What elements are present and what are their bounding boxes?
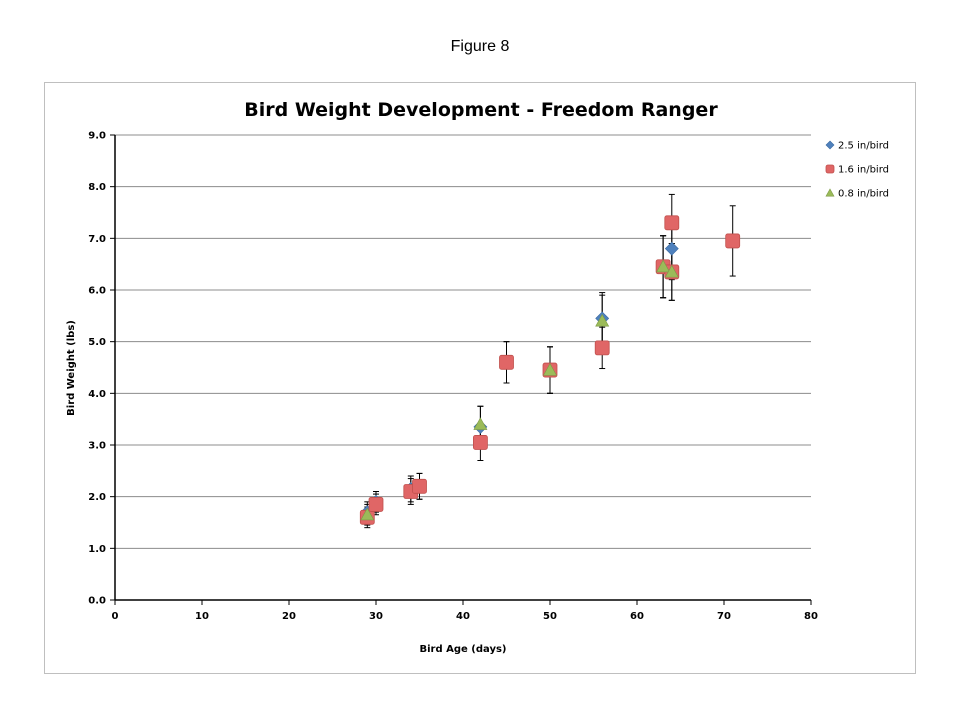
error-bars	[364, 193, 736, 529]
x-tick-label: 30	[369, 611, 383, 622]
chart-frame: Bird Weight Development - Freedom Ranger…	[44, 82, 916, 674]
x-tick-labels: 0 10 20 30 40 50 60 70 80	[112, 611, 818, 622]
y-tick-label: 5.0	[88, 337, 106, 348]
legend-marker-diamond	[825, 140, 835, 150]
data-points	[359, 215, 741, 525]
y-tick-label: 1.0	[88, 544, 106, 555]
point-square-1-1	[368, 497, 384, 512]
y-tick-label: 6.0	[88, 286, 106, 297]
legend: 2.5 in/bird 1.6 in/bird 0.8 in/bird	[825, 140, 889, 200]
point-square-1-5	[499, 354, 514, 370]
x-tick-label: 60	[630, 611, 644, 622]
x-tick-label: 40	[456, 611, 470, 622]
point-square-1-3	[412, 478, 427, 494]
y-tick-label: 7.0	[88, 234, 106, 245]
point-triangle-2-3	[595, 313, 610, 327]
point-triangle-2-4	[656, 259, 671, 273]
y-tick-label: 4.0	[88, 389, 106, 400]
point-square-1-9	[664, 215, 680, 231]
y-tick-label: 3.0	[88, 441, 106, 452]
axes	[110, 134, 812, 605]
figure-label: Figure 8	[450, 38, 510, 55]
chart-title: Bird Weight Development - Freedom Ranger	[244, 99, 718, 121]
legend-label: 0.8 in/bird	[838, 189, 889, 200]
point-square-1-11	[725, 233, 741, 249]
x-tick-label: 50	[543, 611, 557, 622]
y-tick-label: 2.0	[88, 492, 106, 503]
point-triangle-2-1	[473, 417, 488, 430]
point-triangle-2-2	[542, 362, 558, 376]
legend-label: 2.5 in/bird	[838, 141, 889, 152]
legend-label: 1.6 in/bird	[838, 165, 889, 176]
y-tick-labels: 0.0 1.0 2.0 3.0 4.0 5.0 6.0 7.0 8.0 9.0	[88, 131, 106, 607]
y-tick-label: 9.0	[88, 131, 106, 142]
scatter-chart: Bird Weight Development - Freedom Ranger…	[66, 99, 889, 655]
point-diamond-0-9	[664, 241, 679, 256]
x-axis-label: Bird Age (days)	[420, 644, 507, 655]
x-tick-label: 20	[282, 611, 296, 622]
point-triangle-2-5	[664, 264, 679, 278]
x-tick-label: 10	[195, 611, 209, 622]
x-tick-label: 0	[112, 611, 119, 622]
y-axis-label: Bird Weight (lbs)	[66, 320, 77, 416]
point-triangle-2-0	[360, 507, 375, 521]
point-square-1-7	[594, 340, 610, 356]
point-square-1-4	[472, 435, 488, 450]
legend-marker-square	[825, 164, 835, 174]
x-tick-label: 70	[717, 611, 731, 622]
gridlines	[115, 134, 811, 549]
x-tick-label: 80	[804, 611, 818, 622]
y-tick-label: 0.0	[88, 596, 106, 607]
legend-marker-triangle	[825, 188, 835, 197]
y-tick-label: 8.0	[88, 182, 106, 193]
